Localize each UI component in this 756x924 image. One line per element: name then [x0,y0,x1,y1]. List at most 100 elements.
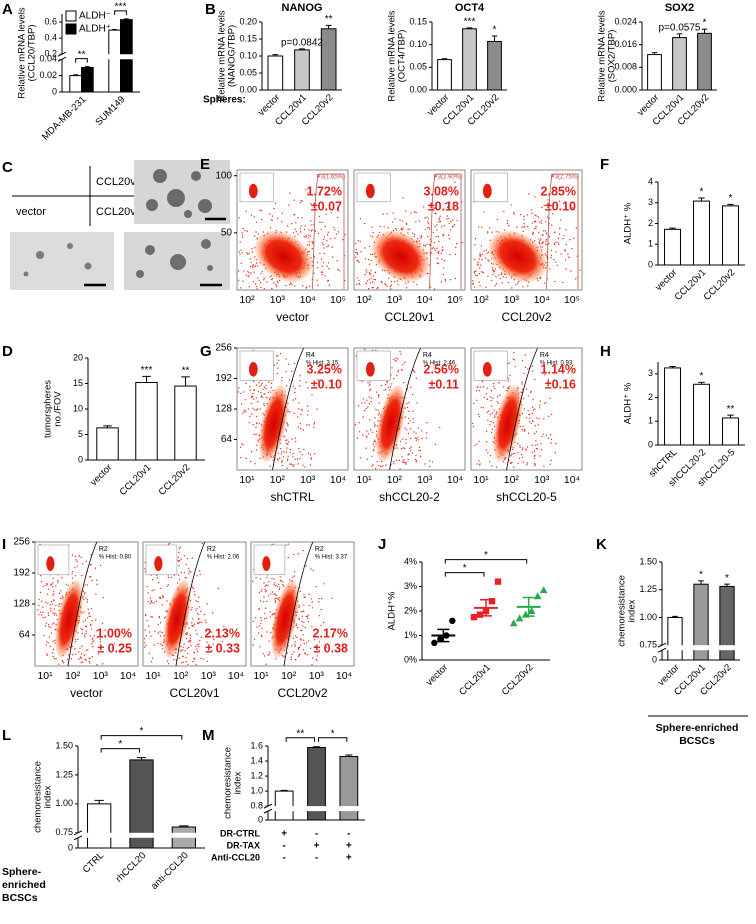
event-dot [535,440,537,442]
event-dot [153,644,156,646]
event-dot [200,610,202,612]
bar [672,37,687,91]
event-dot [523,223,525,225]
event-dot [432,246,434,248]
event-dot [239,446,242,448]
event-dot [405,438,407,441]
event-dot [476,263,478,265]
event-dot [333,226,335,229]
x-tick-label: 10² [270,474,286,486]
event-dot [538,238,540,240]
event-dot [318,641,320,643]
event-dot [300,231,302,233]
event-dot [402,447,405,449]
event-dot [511,287,513,289]
event-dot [534,408,536,410]
y-tick-label: 0.000 [614,84,637,94]
event-dot [272,389,274,392]
y-axis-label: ALDH⁺% [387,591,398,630]
event-dot [377,286,379,289]
event-dot [260,617,262,619]
event-dot [378,231,381,234]
event-dot [450,220,452,223]
event-dot [418,449,420,452]
event-dot [489,424,491,426]
event-dot [146,620,148,622]
event-dot [270,631,272,634]
axis-break-mark [657,647,667,653]
y-tick-label: 0.10 [239,50,257,60]
event-dot [521,413,523,415]
bar [274,790,294,821]
event-dot [177,556,179,558]
event-dot [507,387,509,389]
event-dot [287,543,289,545]
event-dot [298,619,301,621]
event-dot [495,231,497,233]
event-dot [53,590,55,592]
event-dot [288,411,291,413]
event-dot [536,448,539,450]
event-dot [364,247,366,249]
event-dot [478,460,480,462]
event-dot [51,603,54,605]
event-dot [241,443,243,445]
event-dot [510,204,512,206]
event-dot [357,260,359,262]
event-dot [326,265,328,267]
event-dot [402,197,404,199]
event-dot [145,635,148,637]
event-dot [189,641,191,643]
event-dot [275,284,277,286]
event-dot [410,212,412,214]
event-dot [488,260,490,262]
y-tick-label: 1.00 [55,798,73,808]
event-dot [178,657,180,659]
event-dot [449,202,451,204]
event-dot [151,657,154,659]
event-dot [38,598,40,601]
y-tick-label: 100 [215,170,232,181]
event-dot [321,242,323,244]
y-tick-label: 0.008 [614,62,637,72]
event-dot [292,232,295,234]
event-dot [273,578,275,580]
gate [272,347,304,471]
condition-name: DR-CTRL [220,828,260,838]
event-dot [259,408,261,410]
event-dot [405,287,408,289]
event-dot [282,456,285,458]
event-dot [531,444,533,446]
y-tick-label: 0 [68,842,73,852]
event-dot [159,596,161,598]
event-dot [472,280,474,282]
event-dot [415,454,417,457]
event-dot [481,259,483,261]
event-dot [193,657,195,659]
event-dot [510,455,512,457]
event-dot [558,233,561,235]
event-dot [297,648,300,650]
event-dot [500,273,503,276]
event-dot [281,221,283,223]
event-dot [411,232,414,234]
event-dot [487,419,489,421]
axis-break [264,806,367,812]
event-dot [521,383,523,385]
inset-blob [482,361,492,377]
event-dot [193,591,195,593]
event-dot [404,461,406,464]
event-dot [305,615,307,618]
event-dot [366,399,368,401]
event-dot [289,448,292,451]
event-dot [505,276,507,279]
event-dot [101,622,104,624]
event-dot [397,358,399,360]
event-dot [318,597,320,600]
event-dot [371,455,373,457]
y-tick-label: 1.0 [250,785,263,795]
condition-cell: - [347,829,350,840]
event-dot [317,379,319,381]
event-dot [495,275,497,278]
event-dot [529,418,531,420]
